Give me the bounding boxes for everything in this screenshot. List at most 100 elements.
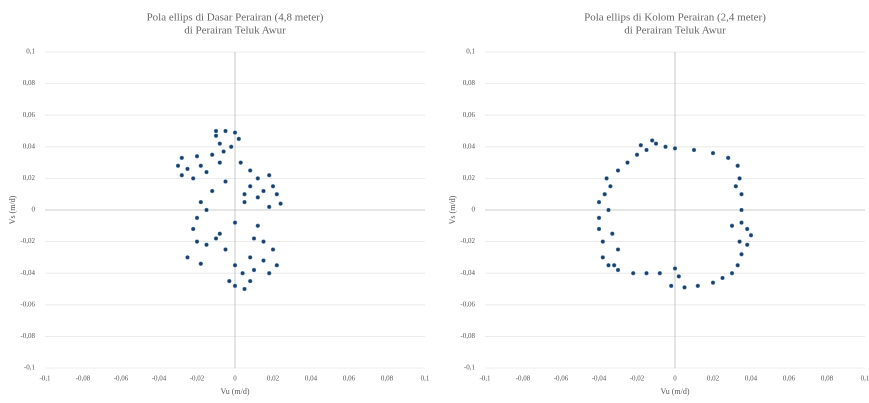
y-axis-label: Vs (m/d) xyxy=(8,195,17,224)
point xyxy=(682,285,687,290)
point xyxy=(217,160,223,165)
point xyxy=(729,223,735,229)
point xyxy=(223,179,228,184)
x-tick-label: -0,04 xyxy=(152,375,167,383)
chart-title: Pola ellips di Kolom Perairan (2,4 meter… xyxy=(584,12,766,24)
point xyxy=(615,168,621,173)
point xyxy=(267,173,272,178)
y-tick-label: -0,02 xyxy=(20,237,35,245)
point xyxy=(625,160,630,165)
y-tick-label: 0 xyxy=(472,206,476,214)
point xyxy=(644,147,649,153)
point xyxy=(653,141,659,146)
point xyxy=(745,242,750,247)
point xyxy=(242,191,247,197)
point xyxy=(255,223,260,229)
point xyxy=(695,283,700,289)
y-tick-label: 0,02 xyxy=(463,174,476,182)
point xyxy=(739,252,744,257)
point xyxy=(604,176,609,181)
y-tick-label: 0,08 xyxy=(23,79,36,87)
point xyxy=(209,152,215,157)
point xyxy=(261,258,266,263)
point xyxy=(596,199,602,205)
x-tick-label: 0,02 xyxy=(267,375,280,383)
point xyxy=(213,128,219,134)
point xyxy=(644,271,649,276)
point xyxy=(267,271,272,276)
point xyxy=(232,263,238,268)
x-tick-label: 0,08 xyxy=(381,375,394,383)
point xyxy=(242,286,247,292)
point xyxy=(606,207,611,213)
point xyxy=(634,152,640,157)
point xyxy=(737,239,742,244)
point xyxy=(185,255,190,260)
point xyxy=(710,150,716,156)
x-tick-label: 0 xyxy=(233,375,237,383)
point xyxy=(179,173,185,178)
y-tick-label: 0,1 xyxy=(26,48,35,56)
point xyxy=(209,188,215,194)
point xyxy=(631,271,636,276)
point xyxy=(255,195,260,200)
point xyxy=(748,233,754,238)
point xyxy=(657,271,662,276)
point xyxy=(240,271,245,276)
point xyxy=(691,147,697,153)
x-tick-label: -0,06 xyxy=(554,375,569,383)
point xyxy=(190,176,196,181)
point xyxy=(238,160,243,165)
point xyxy=(247,168,253,173)
y-tick-label: 0 xyxy=(32,206,36,214)
point xyxy=(739,220,744,225)
point xyxy=(198,163,204,168)
x-tick-label: 0,08 xyxy=(821,375,834,383)
point xyxy=(204,207,209,213)
point xyxy=(198,261,204,266)
y-tick-label: 0,04 xyxy=(463,142,476,150)
chart-subtitle: di Perairan Teluk Awur xyxy=(184,25,286,37)
point xyxy=(251,236,257,241)
point xyxy=(735,263,740,268)
point xyxy=(194,239,200,244)
point xyxy=(710,280,716,285)
point xyxy=(221,149,226,154)
y-tick-label: 0,06 xyxy=(23,111,36,119)
point xyxy=(194,154,200,159)
point xyxy=(255,176,260,181)
point xyxy=(278,201,283,206)
point xyxy=(223,128,228,134)
point xyxy=(602,191,607,197)
point xyxy=(726,155,731,161)
point xyxy=(247,255,253,260)
x-tick-label: 0,04 xyxy=(745,375,758,383)
chart-title: Pola ellips di Dasar Perairan (4,8 meter… xyxy=(147,12,324,24)
point xyxy=(204,242,209,247)
x-tick-label: -0,02 xyxy=(630,375,645,383)
point xyxy=(236,136,242,142)
y-tick-label: 0,04 xyxy=(23,142,36,150)
x-tick-label: -0,08 xyxy=(76,375,91,383)
y-tick-label: -0,02 xyxy=(460,237,475,245)
point xyxy=(261,239,266,244)
y-tick-label: -0,08 xyxy=(460,332,475,340)
point xyxy=(663,144,668,150)
x-tick-label: 0,1 xyxy=(861,375,869,383)
point xyxy=(175,163,181,168)
point xyxy=(676,274,681,279)
point xyxy=(227,278,232,284)
point xyxy=(274,263,279,268)
point xyxy=(638,143,643,148)
x-tick-label: 0 xyxy=(673,375,677,383)
chart-subtitle: di Perairan Teluk Awur xyxy=(624,25,726,37)
point xyxy=(194,215,200,221)
point xyxy=(669,283,674,289)
point xyxy=(745,226,750,232)
point xyxy=(242,199,247,205)
point xyxy=(596,226,602,232)
point xyxy=(217,231,223,236)
point xyxy=(650,138,655,143)
